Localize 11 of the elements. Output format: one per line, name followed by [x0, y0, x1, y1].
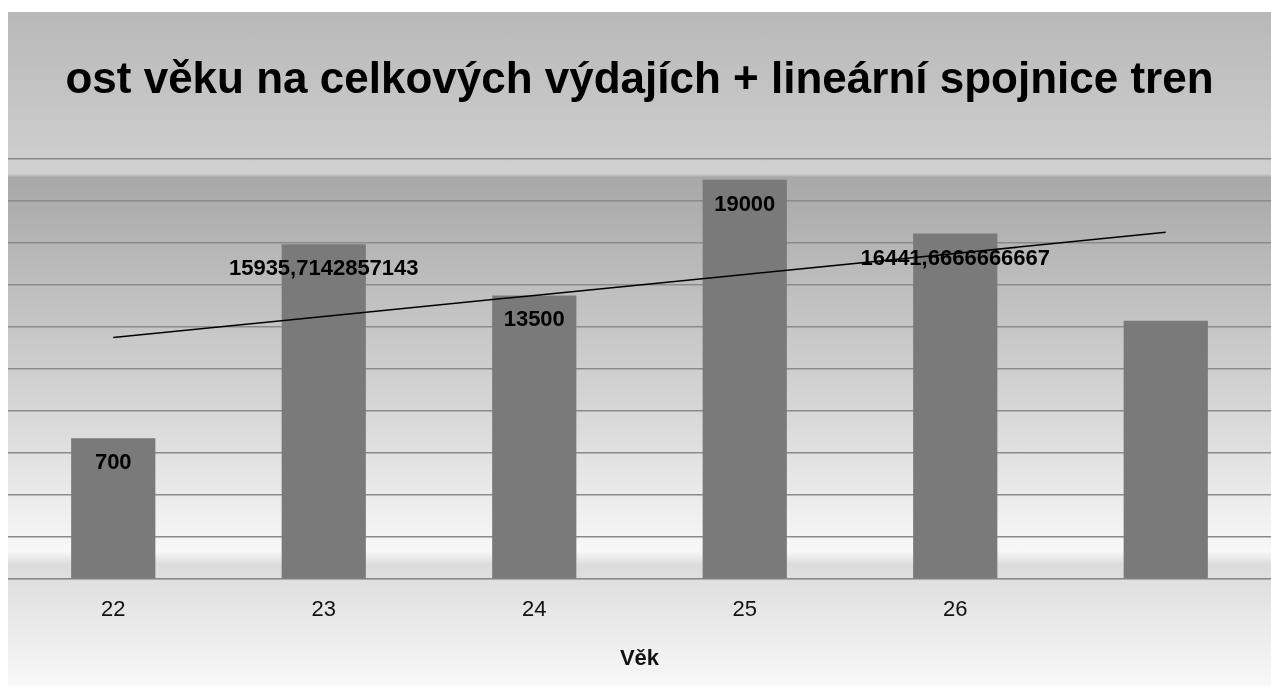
x-tick-label: 26 [943, 596, 968, 622]
x-tick-label: 22 [101, 596, 126, 622]
data-label: 13500 [503, 306, 565, 332]
x-axis-title: Věk [619, 644, 660, 670]
x-tick-label: 25 [732, 596, 757, 622]
data-label: 15935,7142857143 [228, 255, 419, 281]
data-label: 19000 [714, 190, 776, 216]
x-tick-label: 24 [522, 596, 547, 622]
annotation: 700 [94, 449, 132, 475]
x-tick-label: 23 [311, 596, 336, 622]
chart-title: ost věku na celkových výdajích + lineární spojnice tren [65, 52, 1214, 102]
